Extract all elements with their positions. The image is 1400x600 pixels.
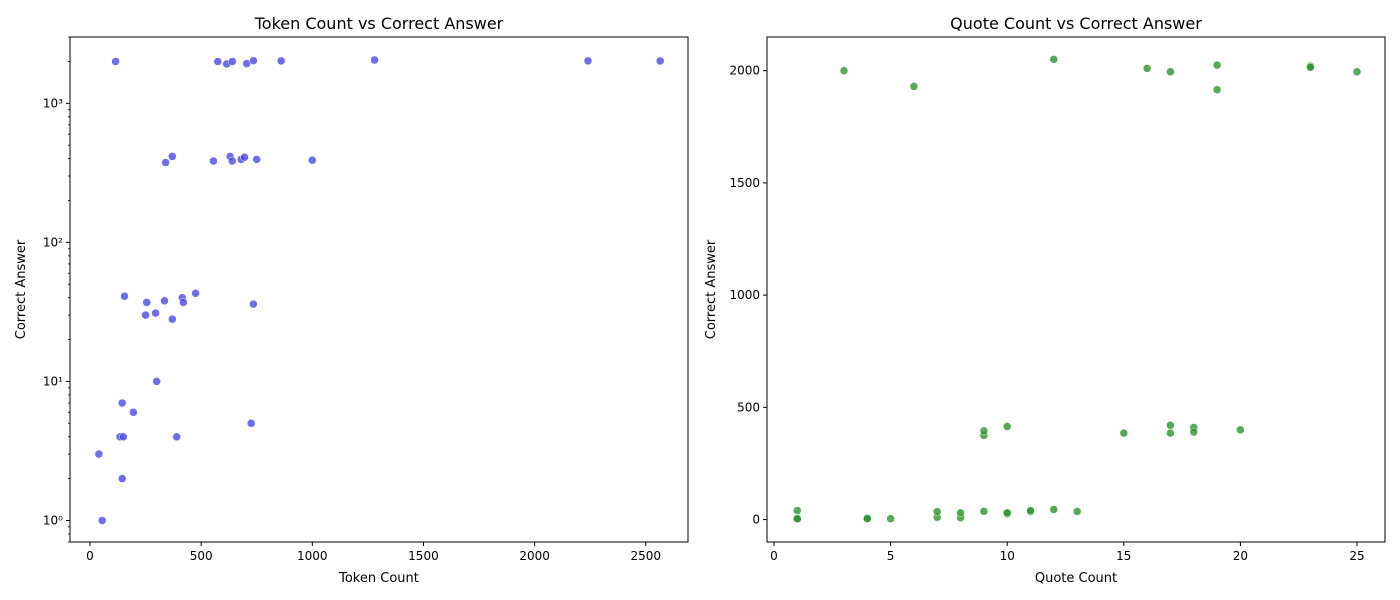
x-axis-label: Token Count xyxy=(338,571,419,586)
data-point xyxy=(956,508,965,518)
data-point xyxy=(793,506,802,515)
y-tick-label: 10¹ xyxy=(43,374,63,388)
y-tick-label: 1000 xyxy=(729,288,760,302)
data-point xyxy=(1189,427,1199,437)
chart-title: Token Count vs Correct Answer xyxy=(254,14,504,33)
data-point xyxy=(160,296,169,306)
x-tick-label: 0 xyxy=(770,549,778,563)
data-point xyxy=(228,156,237,166)
data-point xyxy=(655,56,665,66)
data-point xyxy=(1306,63,1315,72)
data-point xyxy=(172,432,181,442)
y-axis-label: Correct Answer xyxy=(14,239,29,339)
data-point xyxy=(1026,506,1035,515)
data-point xyxy=(129,408,138,417)
data-point xyxy=(1049,505,1059,514)
chart-1: 0 500 1000 1500 2000 2500 10⁰ 10¹ 10² 10³ Token Co… xyxy=(14,14,689,586)
data-point xyxy=(151,308,160,318)
data-point xyxy=(793,514,802,523)
data-point xyxy=(228,57,237,66)
chart-title: Quote Count vs Correct Answer xyxy=(950,14,1202,33)
data-point xyxy=(1352,67,1362,77)
data-point xyxy=(249,299,258,309)
data-point xyxy=(839,66,849,75)
data-point xyxy=(1212,85,1222,94)
data-point xyxy=(168,314,177,324)
y-tick-label: 1500 xyxy=(729,176,760,190)
data-point xyxy=(142,298,151,307)
y-tick-label: 0 xyxy=(752,513,760,527)
data-point xyxy=(886,514,895,523)
data-point xyxy=(179,298,188,307)
chart-2: 0 5 10 15 20 25 0 500 1000 1500 2000 Quote Count vs… xyxy=(704,14,1386,586)
data-point xyxy=(240,152,249,162)
data-point xyxy=(308,155,317,165)
data-point xyxy=(252,155,261,164)
series-points xyxy=(94,55,665,525)
data-point xyxy=(583,56,593,66)
data-point xyxy=(117,398,127,408)
data-point xyxy=(909,82,919,91)
x-tick-label: 20 xyxy=(1233,549,1248,563)
data-point xyxy=(1072,507,1082,516)
x-tick-label: 500 xyxy=(190,549,213,563)
data-point xyxy=(1142,64,1152,73)
data-point xyxy=(141,310,150,320)
plot-frame xyxy=(69,36,689,543)
data-point xyxy=(161,158,170,167)
data-point xyxy=(276,56,286,66)
data-point xyxy=(979,507,989,516)
data-point xyxy=(246,419,256,428)
data-point xyxy=(863,514,872,523)
x-tick-label: 2500 xyxy=(630,549,661,563)
data-point xyxy=(249,56,258,65)
data-point xyxy=(1002,422,1012,431)
y-tick-label: 2000 xyxy=(729,64,760,78)
x-axis-label: Quote Count xyxy=(1035,571,1117,586)
series-points xyxy=(793,55,1362,524)
data-point xyxy=(1166,428,1175,438)
data-point xyxy=(119,432,128,442)
data-point xyxy=(1212,60,1222,70)
x-tick-label: 5 xyxy=(887,549,895,563)
y-axis-label: Correct Answer xyxy=(704,239,719,339)
x-tick-label: 10 xyxy=(1000,549,1015,563)
plot-frame xyxy=(766,36,1386,543)
x-tick-label: 15 xyxy=(1116,549,1131,563)
y-tick-label: 10³ xyxy=(43,96,63,110)
x-tick-label: 25 xyxy=(1349,549,1364,563)
data-point xyxy=(111,57,120,66)
x-tick-label: 1500 xyxy=(408,549,439,563)
y-tick-label: 10⁰ xyxy=(43,513,63,527)
data-point xyxy=(120,291,129,301)
x-tick-label: 1000 xyxy=(297,549,328,563)
data-point xyxy=(191,289,200,298)
data-point xyxy=(1002,508,1012,518)
data-point xyxy=(1166,67,1175,77)
data-point xyxy=(97,516,107,525)
data-point xyxy=(1049,55,1059,64)
data-point xyxy=(979,426,989,436)
x-tick-label: 0 xyxy=(86,549,94,563)
data-point xyxy=(932,507,942,516)
data-point xyxy=(1236,425,1245,435)
data-point xyxy=(94,449,104,459)
data-point xyxy=(168,152,177,161)
data-point xyxy=(1119,428,1129,438)
data-point xyxy=(209,156,218,166)
x-tick-label: 2000 xyxy=(519,549,550,563)
data-point xyxy=(152,377,161,386)
data-point xyxy=(213,57,223,66)
y-tick-label: 10² xyxy=(43,235,63,249)
y-tick-label: 500 xyxy=(737,400,760,414)
data-point xyxy=(370,55,379,65)
data-point xyxy=(117,474,127,483)
data-point xyxy=(1166,421,1175,430)
